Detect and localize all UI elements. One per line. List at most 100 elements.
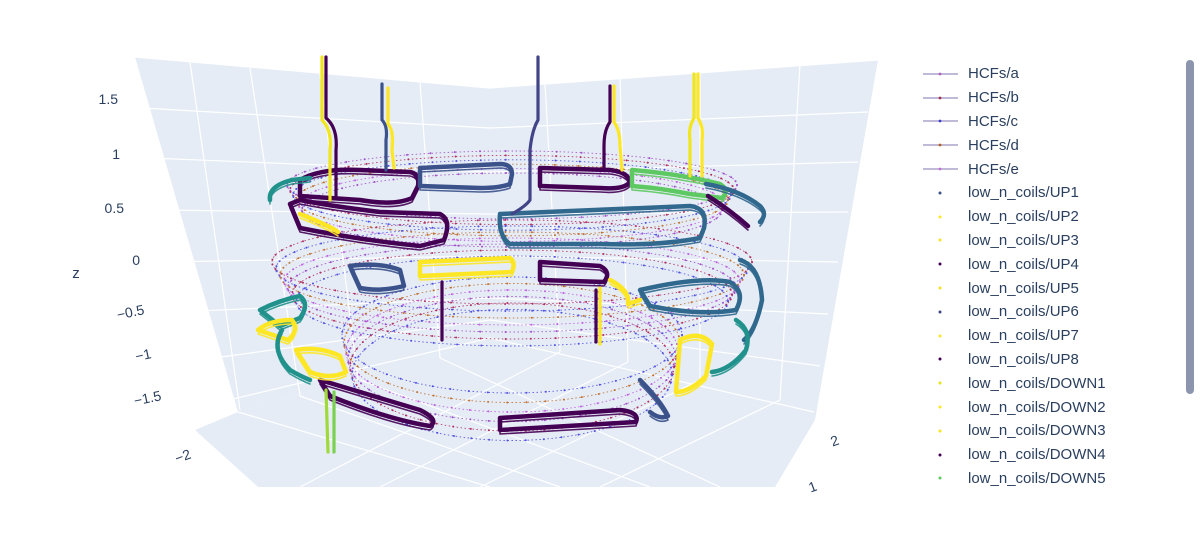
hcf-marker — [744, 270, 747, 273]
hcf-marker — [690, 246, 693, 249]
legend-swatch — [938, 381, 942, 385]
legend-item[interactable]: HCFs/d — [918, 133, 1168, 157]
coil-mid5-inner — [639, 283, 741, 318]
hcf-marker — [436, 316, 439, 319]
legend-item[interactable]: low_n_coils/DOWN4 — [918, 443, 1168, 467]
legend-item[interactable]: low_n_coils/DOWN1 — [918, 371, 1168, 395]
hcf-marker — [553, 163, 556, 166]
hcf-marker — [610, 222, 613, 225]
hcf-marker — [469, 427, 472, 430]
hcf-marker — [488, 438, 491, 441]
hcf-marker — [685, 162, 688, 165]
hcf-marker — [297, 257, 300, 260]
legend-item[interactable]: HCFs/e — [918, 157, 1168, 181]
hcf-marker — [605, 320, 608, 323]
hcf-marker — [345, 331, 348, 334]
legend-marker — [938, 405, 942, 409]
hcf-marker — [358, 326, 361, 329]
hcf-marker — [529, 337, 532, 340]
hcf-marker — [696, 234, 699, 237]
hcf-marker — [417, 400, 420, 403]
hcf-marker — [544, 290, 546, 293]
hcf-marker — [658, 330, 661, 333]
legend-item[interactable]: low_n_coils/UP2 — [918, 205, 1168, 229]
hcf-ring-line — [283, 237, 741, 326]
hcf-marker — [312, 259, 315, 262]
hcf-marker — [453, 216, 456, 219]
hcf-marker — [644, 221, 647, 224]
hcf-marker — [737, 275, 740, 278]
hcf-marker — [658, 385, 661, 388]
legend-item[interactable]: low_n_coils/DOWN3 — [918, 419, 1168, 443]
hcf-marker — [426, 314, 429, 317]
hcf-marker — [580, 396, 583, 399]
legend-item[interactable]: low_n_coils/DOWN5 — [918, 467, 1168, 491]
legend-item[interactable]: low_n_coils/UP6 — [918, 300, 1168, 324]
hcf-marker — [733, 253, 736, 256]
hcf-marker — [577, 342, 580, 345]
hcf-marker — [353, 340, 356, 343]
hcf-marker — [278, 260, 281, 263]
hcf-marker — [326, 254, 329, 257]
hcf-marker — [479, 228, 482, 231]
hcf-marker — [469, 418, 472, 421]
hcf-marker — [682, 167, 685, 170]
hcf-marker — [292, 268, 295, 271]
hcf-marker — [361, 341, 364, 344]
legend-item[interactable]: low_n_coils/DOWN2 — [918, 395, 1168, 419]
legend-item[interactable]: low_n_coils/UP7 — [918, 324, 1168, 348]
hcf-marker — [345, 161, 348, 163]
hcf-marker — [379, 328, 382, 331]
coil-low5-inner — [295, 352, 347, 381]
legend-item[interactable]: HCFs/a — [918, 62, 1168, 86]
scene-3d[interactable]: 1.5 1 0.5 0 −0.5 −1 −1.5 z −2 2 1 — [0, 0, 900, 536]
hcf-marker — [557, 316, 560, 319]
legend-item[interactable]: low_n_coils/UP1 — [918, 181, 1168, 205]
hcf-marker — [580, 328, 583, 331]
hcf-marker — [423, 221, 426, 224]
hcf-ring-line — [279, 231, 745, 319]
hcf-marker — [505, 172, 507, 174]
hcf-marker — [433, 404, 436, 406]
hcf-marker — [626, 249, 629, 252]
hcf-marker — [431, 161, 434, 164]
hcf-marker — [488, 309, 491, 312]
hcf-marker — [704, 319, 707, 322]
legend-item[interactable]: HCFs/c — [918, 110, 1168, 134]
hcf-marker — [478, 323, 481, 326]
coil-mid3-inner — [349, 267, 405, 295]
hcf-marker — [353, 375, 356, 378]
legend-item[interactable]: HCFs/b — [918, 86, 1168, 110]
hcf-marker — [319, 271, 322, 274]
hcf-marker — [629, 375, 632, 378]
hcf-marker — [690, 223, 693, 226]
hcf-ring-line — [292, 159, 732, 231]
hcf-marker — [622, 327, 625, 329]
legend-item[interactable]: low_n_coils/UP8 — [918, 348, 1168, 372]
hcf-marker — [425, 307, 428, 310]
grid-vline-left-0 — [189, 61, 241, 411]
legend-marker — [938, 96, 942, 100]
hcf-marker — [453, 313, 455, 315]
grid-line-left-1 — [141, 107, 491, 129]
hcf-marker — [612, 301, 615, 304]
hcf-marker — [343, 309, 345, 312]
hcf-marker — [415, 286, 417, 289]
grid-line-right-6 — [489, 319, 821, 367]
hcf-marker — [712, 306, 714, 309]
hcf-marker — [388, 308, 391, 311]
legend-scrollbar[interactable] — [1186, 60, 1194, 394]
plot-area[interactable]: 1.5 1 0.5 0 −0.5 −1 −1.5 z −2 2 1 — [0, 0, 900, 536]
hcf-marker — [554, 249, 557, 252]
hcf-marker — [692, 275, 695, 278]
legend-swatch — [938, 334, 942, 338]
legend-item[interactable]: low_n_coils/UP5 — [918, 276, 1168, 300]
hcf-marker — [734, 187, 737, 190]
legend-item[interactable]: low_n_coils/UP4 — [918, 252, 1168, 276]
legend-item[interactable]: low_n_coils/UP3 — [918, 229, 1168, 253]
grid-floor-line-3 — [439, 357, 721, 488]
hcf-marker — [404, 414, 407, 417]
hcf-marker — [435, 422, 438, 425]
hcf-marker — [314, 189, 317, 192]
hcf-marker — [487, 419, 490, 422]
